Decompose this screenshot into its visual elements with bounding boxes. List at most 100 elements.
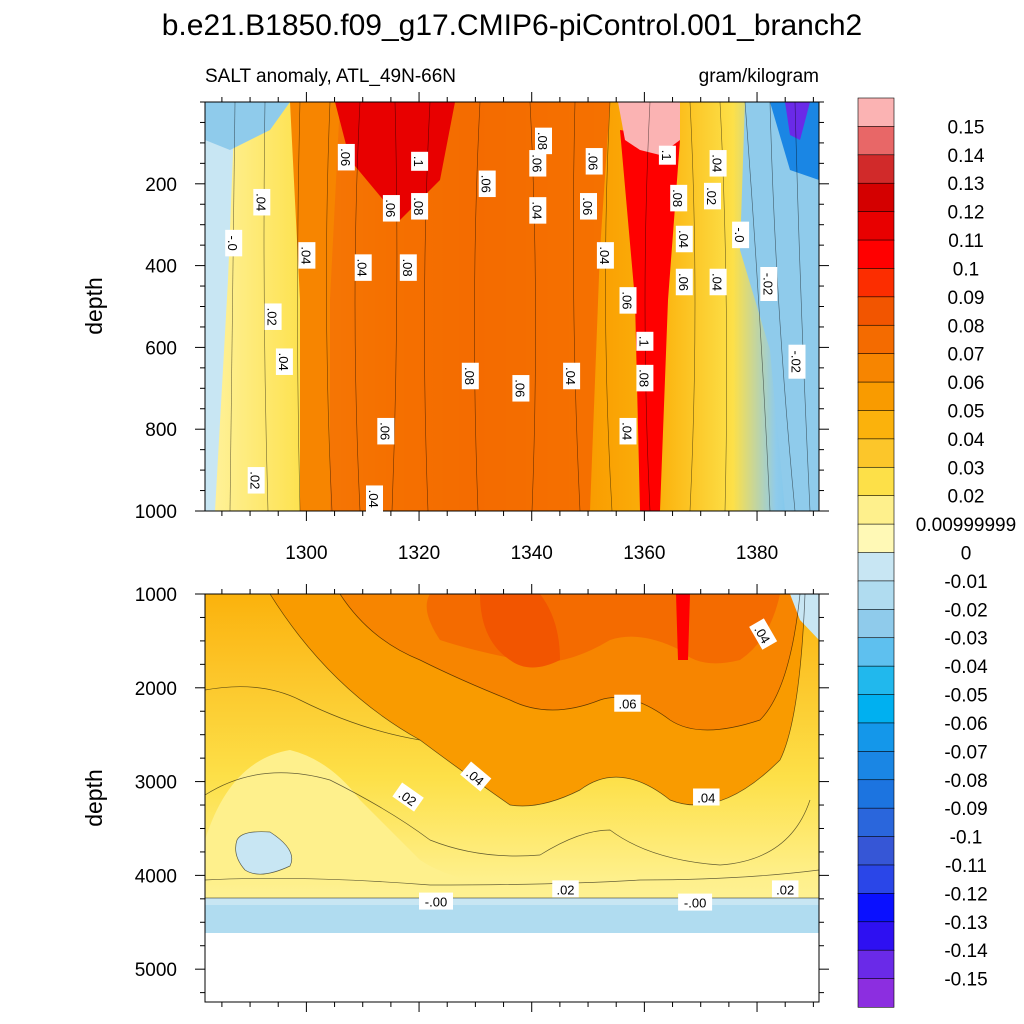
- contour-label-box: [749, 618, 778, 650]
- contour-label-text: .04: [676, 230, 691, 248]
- colorbar-label: 0.04: [948, 430, 985, 451]
- colorbar-label: 0.08: [948, 316, 985, 337]
- contour-label-box: [247, 467, 265, 494]
- top-y-axis-label: depth: [81, 277, 107, 335]
- contour-label-box: [225, 229, 243, 257]
- colorbar-label: 0.11: [948, 231, 984, 252]
- contour-label-box: [771, 880, 799, 898]
- contour-label-text: .08: [462, 367, 477, 385]
- contour-label-text: .06: [580, 197, 595, 215]
- colorbar-box: [857, 438, 895, 468]
- colorbar-label: 0.03: [948, 458, 985, 479]
- colorbar-label: 0.07: [948, 345, 985, 366]
- top-y-axis: 200 400 600 800 1000: [135, 101, 829, 523]
- contour-label-box: [580, 193, 597, 220]
- contour-label: -.02: [788, 344, 806, 379]
- contour-label-box: [535, 127, 552, 155]
- contour-label-text: .04: [710, 273, 725, 291]
- colorbar-label: 0.05: [948, 401, 985, 422]
- contour-label: -.00: [419, 892, 453, 910]
- bottom-panel: .04.06.04.02.04-.00.02-.00.02 1000200030…: [81, 584, 829, 1012]
- top-x-tick-label: 1340: [511, 543, 553, 564]
- contour-label-box: [709, 268, 727, 296]
- colorbar-box: [857, 154, 895, 184]
- contour-label: .08: [670, 184, 688, 212]
- contour-label: .04: [275, 348, 293, 375]
- contour-label: .02: [247, 467, 265, 494]
- top-x-tick-label: 1300: [285, 543, 327, 564]
- contour-label: .06: [585, 148, 603, 175]
- bottom-band-red-patch: [480, 594, 560, 668]
- colorbar-label: -0.15: [944, 970, 987, 991]
- contour-label: .08: [399, 254, 417, 281]
- contour-label-box: [670, 184, 688, 212]
- top-band-blue-deep-east: [770, 102, 819, 180]
- contour-label: .06: [529, 150, 547, 177]
- chart-subtitle-right: gram/kilogram: [699, 66, 819, 87]
- contour-label: .06: [512, 375, 530, 402]
- colorbar-label: 0.14: [948, 146, 985, 167]
- contour-label-text: .04: [253, 193, 268, 211]
- bottom-band-pale-blue-patch: [235, 831, 292, 875]
- contour-label-box: [275, 348, 293, 375]
- contour-label-text: .06: [383, 199, 398, 217]
- contour-label: .04: [709, 150, 727, 177]
- bottom-y-tick-label: 1000: [135, 585, 177, 606]
- contour-label: .06: [478, 170, 496, 198]
- contour-label-box: [253, 188, 271, 216]
- top-x-axis: 1300 1320 1340 1360 1380: [221, 92, 814, 564]
- top-y-tick-label: 1000: [135, 502, 177, 523]
- contour-label-text: .02: [556, 882, 574, 897]
- colorbar-box: [857, 949, 895, 980]
- colorbar-label: 0.13: [948, 174, 985, 195]
- colorbar-box: [857, 211, 895, 241]
- top-band-purple-corner: [785, 102, 810, 140]
- contour-label-text: .08: [411, 197, 426, 215]
- contour-label-text: .06: [338, 148, 353, 166]
- colorbar-box: [857, 495, 895, 525]
- contour-label: .02: [704, 182, 721, 210]
- colorbar-label: -0.02: [944, 600, 987, 621]
- contour-label-box: [788, 344, 806, 379]
- contour-label-text: .06: [620, 291, 635, 309]
- colorbar-label: -0.07: [944, 742, 987, 763]
- colorbar-box: [857, 836, 895, 866]
- contour-label-text: .1: [636, 336, 651, 347]
- contour-label: .04: [563, 362, 581, 390]
- colorbar-label: -0.06: [944, 714, 987, 735]
- colorbar-label: -0.04: [944, 657, 988, 678]
- contour-label: .02: [552, 880, 579, 898]
- contour-label-text: .02: [265, 308, 280, 326]
- colorbar-box: [857, 268, 895, 298]
- colorbar-box: [857, 466, 895, 497]
- contour-label: .06: [614, 694, 641, 712]
- contour-label-box: [619, 287, 637, 314]
- contour-label: .06: [382, 195, 400, 222]
- bottom-panel-field: [205, 594, 819, 1002]
- bottom-band-red-column: [676, 594, 690, 660]
- top-contour-labels: .06 .1 .08 .06 .06 .1 .04 .04 .06 .08 .06 .04 .06 .08…: [225, 127, 806, 512]
- contour-label-box: [366, 485, 383, 512]
- contour-label-text: .06: [618, 697, 636, 712]
- contour-label-box: [461, 362, 479, 390]
- colorbar-label: -0.05: [944, 686, 987, 707]
- contour-label-text: .02: [776, 882, 794, 897]
- contour-label-box: [354, 254, 372, 281]
- colorbar-label: -0.13: [944, 913, 987, 934]
- colorbar-label: -0.1: [950, 828, 983, 849]
- colorbar-box: [857, 751, 895, 781]
- contour-label-box: [298, 242, 316, 269]
- colorbar: 0.15 0.14 0.13 0.12 0.11 0.1 0.09 0.08 0.07 0.06 0…: [857, 97, 1016, 1008]
- contour-label-text: .06: [512, 379, 527, 397]
- contour-label-text: -.02: [760, 273, 775, 295]
- contour-label-box: [585, 148, 603, 175]
- contour-label: -.02: [760, 267, 778, 301]
- contour-label-box: [392, 782, 424, 812]
- contour-label-box: [675, 225, 693, 253]
- bottom-band-blue-east: [790, 594, 819, 640]
- contour-label: .02: [771, 880, 799, 898]
- top-y-tick-label: 800: [145, 420, 177, 441]
- contour-label: .1: [636, 331, 654, 351]
- top-x-tick-label: 1360: [623, 543, 665, 564]
